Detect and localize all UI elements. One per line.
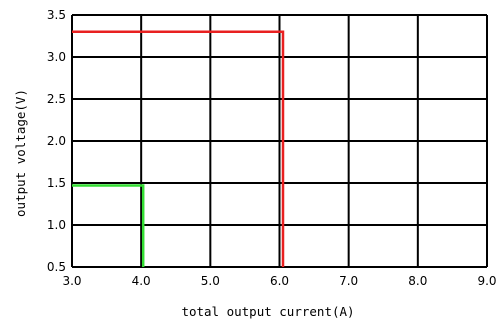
x-tick-label: 6.0 xyxy=(270,274,289,288)
x-tick-label: 9.0 xyxy=(477,274,496,288)
series-line-1 xyxy=(72,30,285,267)
series-line-2 xyxy=(72,184,145,267)
x-tick-label: 3.0 xyxy=(62,274,81,288)
tick-labels: 3.0 4.0 5.0 6.0 7.0 8.0 9.0 0.5 1.0 1.5 2.0 2.5 3.0 3… xyxy=(47,8,497,288)
x-axis-label: total output current(A) xyxy=(181,304,354,319)
y-tick-label: 2.0 xyxy=(47,134,66,148)
x-tick-label: 8.0 xyxy=(408,274,427,288)
y-tick-label: 3.0 xyxy=(47,50,66,64)
y-tick-label: 0.5 xyxy=(47,260,66,274)
y-tick-label: 1.5 xyxy=(47,176,66,190)
series-layer xyxy=(72,30,285,267)
y-tick-label: 1.0 xyxy=(47,218,66,232)
y-tick-label: 3.5 xyxy=(47,8,66,22)
x-tick-label: 5.0 xyxy=(201,274,220,288)
y-axis-label: output voltage(V) xyxy=(13,89,28,217)
x-tick-label: 4.0 xyxy=(132,274,151,288)
grid xyxy=(71,14,488,268)
x-tick-label: 7.0 xyxy=(339,274,358,288)
y-tick-label: 2.5 xyxy=(47,92,66,106)
